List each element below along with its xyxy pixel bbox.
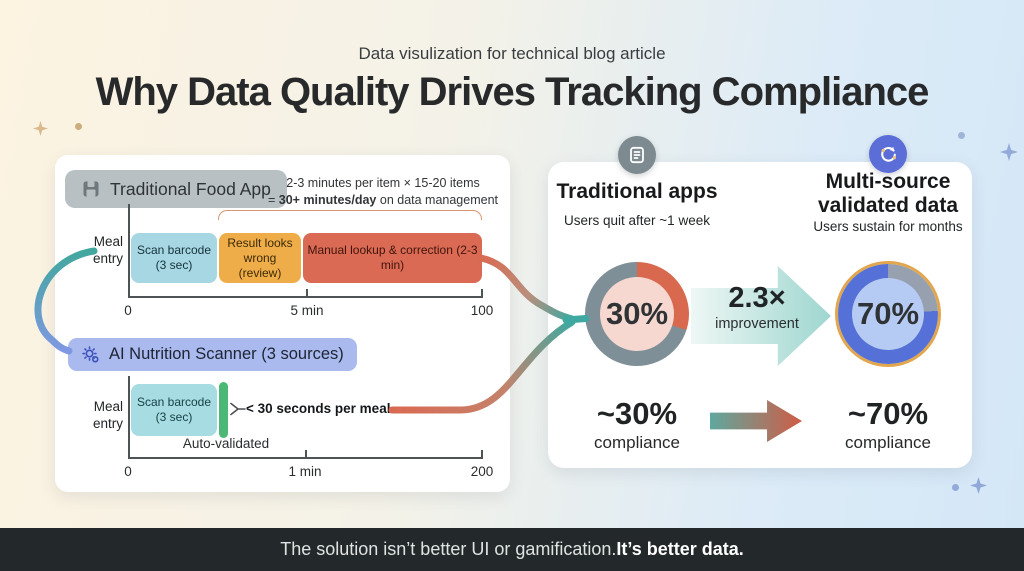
kicker-text: Data visulization for technical blog art… — [358, 44, 666, 63]
improvement-value: 2.3× — [728, 282, 786, 314]
brace-annotation — [218, 210, 482, 220]
axis-tick — [481, 450, 483, 459]
traditional-apps-title: Traditional apps — [556, 180, 718, 203]
multi-source-title: Multi-source validated data — [817, 170, 959, 217]
timeline1-y-axis — [128, 204, 130, 297]
improvement-label: improvement — [715, 316, 799, 332]
axis-label-end: 200 — [470, 464, 494, 479]
axis-label-mid: 5 min — [290, 303, 324, 318]
compliance-label: compliance — [845, 433, 931, 452]
donut-chart-70: 70% — [838, 264, 938, 364]
compliance-stat-70: ~70% — [847, 396, 929, 431]
sync-icon-badge — [869, 135, 907, 173]
axis-label-0: 0 — [124, 464, 132, 479]
dot-decoration — [958, 132, 965, 139]
bar-scan-barcode-ai: Scan barcode (3 sec) — [131, 384, 217, 436]
ai-nutrition-scanner-badge: AI Nutrition Scanner (3 sources) — [68, 338, 357, 371]
dot-decoration — [75, 123, 82, 130]
badge-label: Traditional Food App — [110, 178, 271, 199]
sparkle-icon — [33, 121, 48, 136]
document-icon-badge — [618, 136, 656, 174]
conclusion-banner: The solution isn’t better UI or gamifica… — [0, 528, 1024, 571]
axis-tick — [305, 450, 307, 459]
axis-label-mid: 1 min — [288, 464, 322, 479]
traditional-food-app-badge: Traditional Food App — [65, 170, 287, 208]
badge-label: AI Nutrition Scanner (3 sources) — [109, 345, 344, 363]
axis-tick — [481, 289, 483, 298]
gear-icon — [82, 346, 99, 363]
timeline1-row-label: Meal entry — [92, 234, 123, 267]
bar-result-review: Result looks wrong (review) — [219, 233, 301, 283]
annotation-line1: 2-3 minutes per item × 15-20 items — [286, 176, 480, 190]
timeline1-x-axis — [128, 296, 483, 298]
timeline2-row-label: Meal entry — [92, 399, 123, 432]
page-title: Why Data Quality Drives Tracking Complia… — [95, 70, 930, 114]
compliance-label: compliance — [594, 433, 680, 452]
process-comparison-card: Traditional Food App 2-3 minutes per ite… — [55, 155, 510, 492]
axis-label-end: 100 — [470, 303, 494, 318]
multi-source-subtitle: Users sustain for months — [813, 219, 963, 234]
speed-callout: < 30 seconds per meal — [246, 401, 391, 416]
document-icon — [630, 146, 644, 164]
axis-tick — [306, 289, 308, 298]
auto-validated-label: Auto-validated — [182, 436, 270, 451]
conclusion-emphasis: It’s better data. — [616, 539, 744, 559]
dot-decoration — [952, 484, 959, 491]
compliance-comparison-card: Traditional apps Users quit after ~1 wee… — [548, 162, 972, 468]
sparkle-icon — [1000, 143, 1018, 161]
donut-value: 70% — [856, 296, 920, 331]
time-cost-annotation: 2-3 minutes per item × 15-20 items = 30+… — [262, 175, 504, 210]
traditional-apps-subtitle: Users quit after ~1 week — [564, 213, 710, 228]
floppy-disk-icon — [83, 181, 99, 197]
sparkle-icon — [970, 477, 987, 494]
axis-label-0: 0 — [124, 303, 132, 318]
sync-icon — [880, 146, 896, 162]
validated-end-cap — [219, 382, 228, 438]
timeline2-y-axis — [128, 376, 130, 458]
conclusion-text: The solution isn’t better UI or gamifica… — [280, 539, 617, 559]
donut-chart-30: 30% — [585, 262, 689, 366]
bar-scan-barcode: Scan barcode (3 sec) — [131, 233, 217, 283]
compliance-stat-30: ~30% — [596, 396, 678, 431]
bar-manual-correction: Manual lookup & correction (2-3 min) — [303, 233, 482, 283]
donut-value: 30% — [605, 296, 669, 331]
improvement-callout: 2.3× improvement — [697, 282, 817, 333]
annotation-line2: = 30+ minutes/day on data management — [267, 193, 499, 208]
